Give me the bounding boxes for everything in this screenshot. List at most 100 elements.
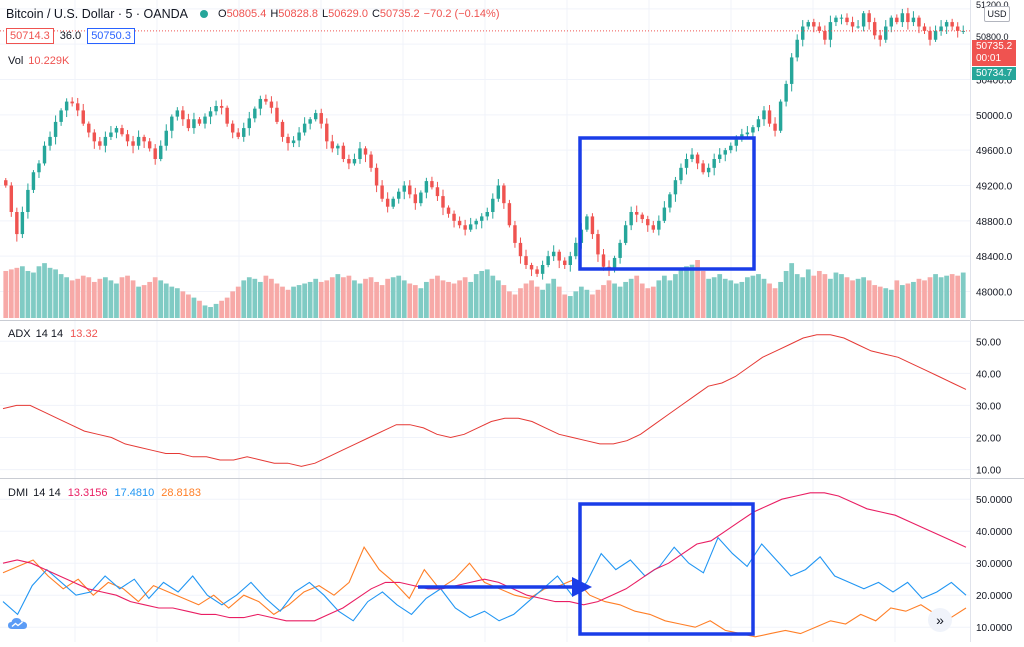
candle-body (480, 216, 484, 221)
volume-bar (174, 288, 180, 318)
candle-body (701, 163, 705, 173)
volume-bar (47, 267, 53, 318)
dmi-adx-line (2, 492, 967, 622)
dmi-pane[interactable] (2, 492, 967, 638)
candle-body (834, 17, 838, 23)
dmi-minus-di-value: 28.8183 (161, 487, 201, 499)
adx-pane[interactable] (2, 334, 967, 467)
candle-body (396, 191, 401, 199)
candle-body (756, 119, 761, 128)
candle-body (723, 150, 727, 155)
candle-body (114, 128, 119, 133)
volume-bar (495, 280, 501, 318)
candle-body (142, 136, 146, 142)
price-axis-tick: 48800.0 (976, 217, 1013, 228)
volume-bar (745, 277, 750, 318)
candle-body (297, 132, 301, 141)
adx-legend[interactable]: ADX 14 14 13.32 (8, 328, 98, 340)
price-axis[interactable]: 48000.0 48400.0 48800.0 49200.0 49600.0 50000… (976, 0, 1013, 634)
volume-bar (114, 283, 119, 318)
volume-bar (269, 278, 274, 318)
volume-legend-name: Vol (8, 55, 24, 67)
candle-body (823, 30, 827, 40)
candle-body (42, 145, 47, 164)
candle-body (330, 141, 335, 149)
candle-body (4, 180, 8, 186)
adx-line (2, 334, 967, 467)
volume-bar (230, 291, 236, 318)
volume-bar (800, 277, 806, 318)
volume-bar (767, 283, 772, 318)
volume-bar (390, 277, 396, 318)
candle-body (806, 22, 810, 27)
bid-price-label: 50734.7 (972, 67, 1017, 80)
volume-bar (36, 266, 42, 318)
volume-bar (899, 285, 905, 318)
volume-bar (241, 280, 247, 318)
price-axis-tick: 10.0000 (976, 623, 1013, 634)
candle-body (352, 159, 357, 164)
price-axis-tick: 10.00 (976, 466, 1001, 477)
candle-body (944, 22, 949, 27)
volume-bar (490, 275, 496, 318)
market-status-icon (200, 10, 208, 18)
currency-button[interactable]: USD (984, 6, 1010, 22)
volume-bar (772, 288, 778, 318)
candle-body (391, 198, 395, 207)
arrow-head[interactable] (572, 577, 592, 597)
volume-bar (252, 278, 258, 318)
highlight-box-dmi[interactable] (578, 502, 755, 636)
dmi-legend-name: DMI (8, 487, 29, 499)
candle-body (601, 254, 606, 267)
candle-body (313, 113, 318, 120)
buy-button[interactable]: 50750.3 (87, 28, 135, 44)
candle-body (258, 98, 263, 109)
volume-bar (911, 281, 916, 318)
symbol-title[interactable]: Bitcoin / U.S. Dollar · 5 · OANDA (6, 7, 188, 21)
candle-body (502, 185, 506, 204)
candle-body (513, 225, 517, 243)
volume-bar (728, 280, 734, 318)
volume-bar (424, 281, 429, 318)
volume-bar (280, 286, 285, 318)
candle-body (98, 141, 102, 146)
volume-bar (307, 281, 313, 318)
close-value: 50735.2 (379, 8, 420, 20)
volume-bar (340, 277, 346, 318)
double-chevron-right-icon[interactable]: » (928, 608, 952, 632)
candle-body (867, 13, 871, 23)
candle-body (247, 118, 252, 129)
dmi-legend[interactable]: DMI 14 14 13.3156 17.4810 28.8183 (8, 487, 201, 499)
high-label: H (270, 8, 279, 20)
tradingview-cloud-icon[interactable] (6, 612, 30, 634)
volume-bar (872, 285, 878, 318)
volume-bar (578, 286, 584, 318)
symbol-legend[interactable]: Bitcoin / U.S. Dollar · 5 · OANDA O 5080… (6, 5, 504, 23)
sell-button[interactable]: 50714.3 (6, 28, 54, 44)
candle-body (911, 17, 916, 23)
volume-bar (440, 280, 446, 318)
volume-bar (429, 278, 435, 318)
candle-body (529, 265, 534, 270)
candle-body (308, 119, 312, 124)
candle-body (286, 136, 290, 144)
candle-body (933, 30, 938, 40)
price-pane[interactable] (0, 7, 970, 318)
volume-series (3, 260, 966, 318)
candle-body (341, 145, 346, 159)
highlight-box-price[interactable] (578, 136, 756, 271)
volume-bar (700, 270, 706, 318)
candle-body (408, 185, 412, 195)
volume-bar (628, 278, 634, 318)
drawing-annotations[interactable] (418, 136, 756, 636)
volume-bar (69, 280, 75, 318)
candle-body (153, 148, 157, 159)
candle-body (939, 26, 943, 31)
volume-legend[interactable]: Vol 10.229K (8, 55, 69, 67)
candle-body (590, 216, 595, 235)
volume-bar (717, 274, 723, 318)
volume-bar (484, 269, 490, 318)
candle-body (745, 132, 750, 135)
